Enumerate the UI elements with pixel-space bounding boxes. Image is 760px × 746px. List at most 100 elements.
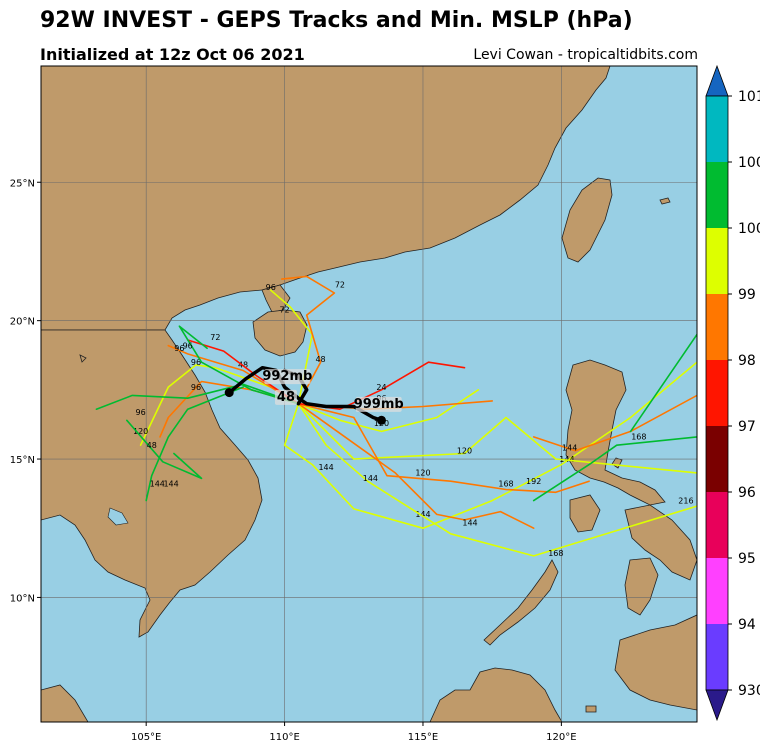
land-malaya <box>41 684 89 722</box>
land-panay <box>624 557 659 616</box>
forecast-hour-label: 96 <box>191 383 201 392</box>
colorbar-segment <box>706 558 728 624</box>
forecast-hour-label: 144 <box>150 480 165 489</box>
track-line <box>297 402 590 494</box>
forecast-hour-label: 120 <box>457 447 472 456</box>
lat-tick-label: 20°N <box>10 317 35 328</box>
land-islet-1 <box>79 354 87 363</box>
forecast-hour-label: 144 <box>318 463 333 472</box>
lat-tick-label: 10°N <box>10 593 35 604</box>
track-marker <box>224 388 234 398</box>
lat-tick-label: 15°N <box>10 455 35 466</box>
forecast-hour-label: 144 <box>363 474 378 483</box>
track-line <box>297 402 697 474</box>
colorbar-arrow-bottom <box>705 689 729 722</box>
colorbar-label: 94 <box>738 617 756 633</box>
colorbar-segment <box>706 228 728 294</box>
lon-tick-label: 110°E <box>269 732 299 743</box>
colorbar-segment <box>706 294 728 360</box>
credit: Levi Cowan - tropicaltidbits.com <box>473 47 698 63</box>
init-time: Initialized at 12z Oct 06 2021 <box>40 45 305 64</box>
annotation-box <box>355 396 402 412</box>
land-indochina <box>41 329 263 638</box>
axis-ticks: 105°E 110°E 115°E 120°E 10°N 15°N 20°N 25°N <box>10 178 577 743</box>
forecast-hour-label: 144 <box>462 518 477 527</box>
lon-tick-label: 115°E <box>408 732 438 743</box>
forecast-hour-label: 72 <box>335 280 345 289</box>
lon-tick-label: 120°E <box>546 732 576 743</box>
colorbar-segment <box>706 162 728 228</box>
track-marker <box>376 415 386 425</box>
colorbar-segment <box>706 360 728 426</box>
colorbar: 101 100 100 99 98 97 96 95 94 930 <box>705 64 760 722</box>
colorbar-label: 100 <box>738 155 760 171</box>
land-china <box>41 66 611 331</box>
colorbar-label: 98 <box>738 353 756 369</box>
lat-tick-label: 25°N <box>10 178 35 189</box>
colorbar-label: 95 <box>738 551 756 567</box>
track-line <box>126 419 203 480</box>
colorbar-segment <box>706 96 728 162</box>
forecast-hour-label: 192 <box>526 477 541 486</box>
track-line <box>283 361 697 529</box>
ensemble-tracks: 9612012014414414414416821612096727248961… <box>95 275 697 558</box>
forecast-hour-label: 216 <box>678 496 693 505</box>
colorbar-label: 99 <box>738 287 756 303</box>
annotation-box <box>274 389 297 405</box>
land-palawan <box>483 559 559 646</box>
track-line <box>297 402 535 529</box>
map-frame <box>40 65 698 723</box>
land-visayas <box>624 504 697 581</box>
forecast-hour-label: 96 <box>183 341 193 350</box>
pressure-label: 48 <box>277 390 295 405</box>
landmasses <box>41 66 697 722</box>
track-line <box>95 383 300 410</box>
forecast-hour-label: 168 <box>631 433 646 442</box>
graticule <box>41 66 697 722</box>
land-borneo <box>429 667 563 722</box>
lake-tonle-sap <box>107 507 129 526</box>
land-mindanao <box>614 614 697 711</box>
track-line <box>532 394 697 452</box>
track-line <box>167 344 300 405</box>
forecast-hour-label: 120 <box>415 469 430 478</box>
forecast-hour-label: 96 <box>136 408 146 417</box>
colorbar-label: 97 <box>738 419 756 435</box>
forecast-hour-label: 24 <box>376 383 386 392</box>
track-line <box>178 325 300 405</box>
pressure-label: 999mb <box>354 397 404 412</box>
colorbar-label: 930 <box>738 683 760 699</box>
land-mindoro <box>569 494 601 533</box>
forecast-hour-label: 96 <box>174 344 184 353</box>
colorbar-segment <box>706 426 728 492</box>
forecast-hour-label: 48 <box>147 441 157 450</box>
land-islet-3 <box>659 197 671 205</box>
forecast-hour-label: 144 <box>562 444 577 453</box>
colorbar-label: 101 <box>738 89 760 105</box>
track-line <box>297 402 697 557</box>
colorbar-segment <box>706 492 728 558</box>
forecast-hour-label: 120 <box>133 427 148 436</box>
forecast-hour-label: 168 <box>498 480 513 489</box>
colorbar-label: 100 <box>738 221 760 237</box>
land-islet-4 <box>585 705 597 713</box>
track-line <box>186 339 300 405</box>
pressure-annotations: 992mb 48 999mb <box>262 369 404 412</box>
annotation-box <box>264 369 311 385</box>
forecast-hour-label: 72 <box>210 333 220 342</box>
colorbar-segment <box>706 624 728 690</box>
track-line <box>297 389 480 433</box>
track-line <box>281 275 336 405</box>
track-line <box>269 289 314 405</box>
pressure-label: 992mb <box>262 369 312 384</box>
track-line <box>629 333 697 433</box>
forecast-hour-label: 72 <box>279 305 289 314</box>
land-hainan <box>252 309 308 357</box>
forecast-hour-label: 48 <box>315 355 325 364</box>
forecast-hour-label: 144 <box>163 480 178 489</box>
colorbar-label: 96 <box>738 485 756 501</box>
forecast-hour-label: 168 <box>548 549 563 558</box>
track-line <box>145 386 244 502</box>
land-luzon <box>565 359 666 506</box>
